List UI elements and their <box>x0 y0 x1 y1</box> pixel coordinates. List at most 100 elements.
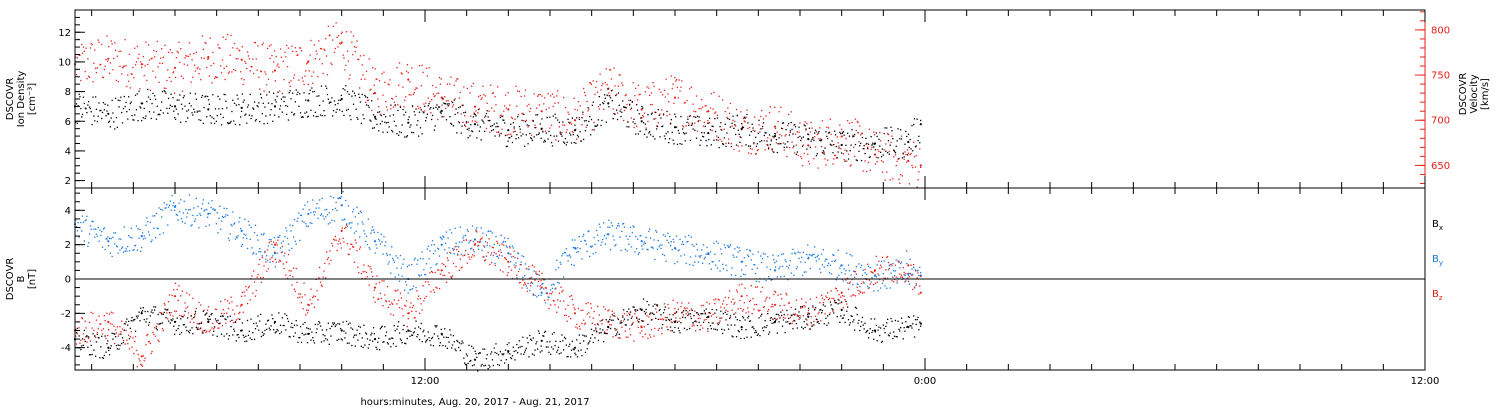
density-series-point <box>159 114 161 116</box>
density-series-point <box>920 119 922 122</box>
density-series-point <box>270 109 272 111</box>
density-series-point <box>97 115 99 117</box>
velocity-series-point <box>338 35 340 37</box>
velocity-series-point <box>168 76 171 79</box>
velocity-series-point <box>636 99 639 101</box>
by-series-point <box>106 238 108 240</box>
bz-series-point <box>209 329 211 331</box>
density-series-point <box>498 135 501 137</box>
velocity-series-point <box>538 104 540 106</box>
velocity-series-point <box>419 106 422 109</box>
by-series-point <box>83 240 85 242</box>
bx-series-point <box>181 316 184 318</box>
density-series-point <box>490 125 492 127</box>
bz-series-point <box>667 303 669 306</box>
by-series-point <box>637 253 639 255</box>
density-series-point <box>517 116 519 118</box>
density-series-point <box>383 113 385 116</box>
velocity-series-point <box>314 58 316 60</box>
bz-series-point <box>612 336 614 338</box>
velocity-series-point <box>524 89 527 91</box>
density-series-point <box>326 87 328 89</box>
bz-series-point <box>556 311 558 313</box>
bx-series-point <box>919 322 922 325</box>
density-series-point <box>804 125 806 127</box>
density-series-point <box>757 132 759 134</box>
density-series-point <box>652 135 654 138</box>
by-series-point <box>512 247 514 249</box>
bz-series-point <box>633 340 635 342</box>
density-series-point <box>874 149 877 151</box>
density-series-point <box>557 140 560 142</box>
bz-series-point <box>799 315 801 317</box>
bz-series-point <box>755 286 757 288</box>
bx-series-point <box>313 342 316 344</box>
bz-series-point <box>890 263 892 266</box>
bz-series-point <box>139 360 141 362</box>
density-series-point <box>319 114 322 116</box>
bz-series-point <box>847 288 850 290</box>
by-series-point <box>451 247 454 250</box>
by-series-point <box>459 226 461 228</box>
velocity-series-point <box>317 75 319 78</box>
bx-series-point <box>628 308 630 310</box>
density-series-point <box>656 125 659 128</box>
by-series-point <box>648 230 650 232</box>
velocity-series-point <box>756 150 758 152</box>
bx-series-point <box>202 310 204 312</box>
velocity-series-point <box>151 57 153 59</box>
by-series-point <box>651 246 653 248</box>
bx-series-point <box>794 308 797 310</box>
by-series-point <box>614 245 616 247</box>
bz-series-point <box>96 332 98 334</box>
velocity-series-point <box>574 108 576 111</box>
velocity-series-point <box>197 66 199 69</box>
velocity-series-point <box>497 86 499 88</box>
density-series-point <box>328 102 330 104</box>
bx-series-point <box>644 313 646 315</box>
density-series-point <box>394 104 396 106</box>
by-series-point <box>158 207 160 209</box>
bz-series-point <box>601 323 603 325</box>
bx-series-point <box>408 330 410 332</box>
bz-series-point <box>679 317 681 320</box>
density-series-point <box>607 102 610 105</box>
velocity-axis-label-line: DSCOVR <box>1458 73 1469 116</box>
bx-series-point <box>809 328 811 330</box>
bx-series-point <box>222 315 224 317</box>
density-series-point <box>722 143 724 145</box>
density-series-point <box>781 127 783 129</box>
bx-series-point <box>147 324 150 326</box>
bx-series-point <box>405 331 408 333</box>
velocity-series-point <box>435 86 437 89</box>
bx-series-point <box>669 326 672 328</box>
by-series-point <box>373 231 375 233</box>
velocity-series-point <box>446 83 448 85</box>
velocity-series-point <box>120 50 122 52</box>
bx-series-point <box>689 327 691 330</box>
density-series-point <box>847 158 850 160</box>
bz-series-point <box>680 305 682 308</box>
density-series-point <box>327 98 329 100</box>
velocity-series-point <box>588 108 590 110</box>
bz-series-point <box>825 295 827 297</box>
density-series-point <box>434 125 436 127</box>
bx-series-point <box>467 362 469 365</box>
bz-series-point <box>374 301 376 303</box>
by-series-point <box>217 232 219 234</box>
by-series-point <box>583 233 585 236</box>
velocity-series-point <box>816 133 818 136</box>
density-series-point <box>255 118 257 121</box>
bz-series-point <box>134 336 137 338</box>
bx-series-point <box>487 368 489 370</box>
by-series-point <box>118 238 120 240</box>
density-series-point <box>591 104 593 106</box>
density-series-point <box>639 130 641 132</box>
by-series-point <box>882 272 884 275</box>
velocity-series-point <box>353 46 356 48</box>
bx-series-point <box>263 333 265 335</box>
by-series-point <box>157 228 159 230</box>
density-series-point <box>489 119 491 122</box>
bz-series-point <box>398 299 400 302</box>
bx-series-point <box>524 349 527 351</box>
